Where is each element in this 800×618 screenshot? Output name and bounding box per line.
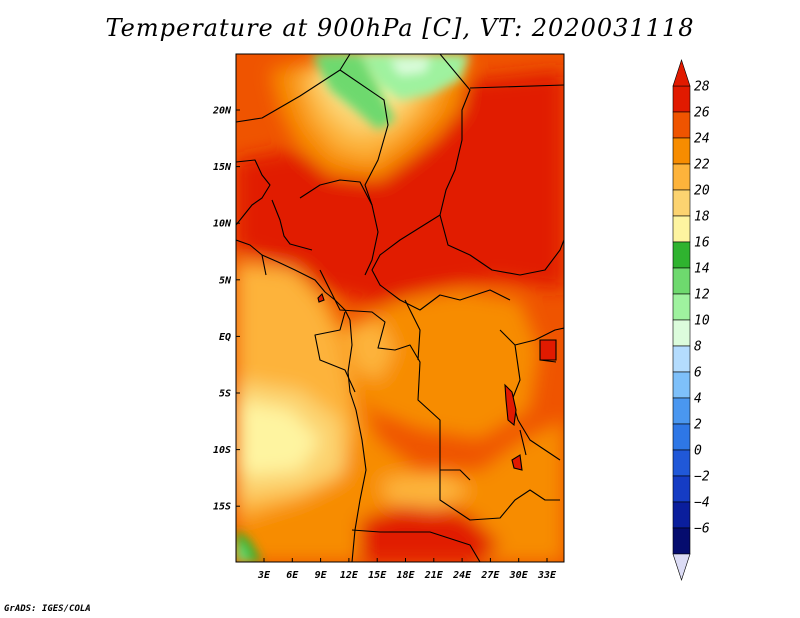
lat-tick-label: 20N — [212, 106, 232, 117]
colorbar-label: 12 — [694, 288, 710, 303]
colorbar-label: 0 — [694, 444, 702, 459]
lon-tick-label: 24E — [452, 570, 472, 581]
lon-tick-label: 15E — [368, 570, 387, 581]
colorbar-under-triangle — [672, 553, 691, 581]
colorbar-label: 16 — [694, 236, 710, 251]
lon-tick-label: 18E — [396, 570, 415, 581]
colorbar-segment — [672, 189, 691, 217]
colorbar-segment — [672, 527, 691, 555]
colorbar-label: 18 — [694, 210, 710, 225]
grads-credit: GrADS: IGES/COLA — [4, 604, 91, 614]
colorbar-segment — [672, 345, 691, 373]
colorbar-label: 20 — [694, 184, 710, 199]
colorbar-label: 4 — [694, 392, 702, 407]
colorbar-segment — [672, 111, 691, 139]
colorbar-label: 28 — [694, 80, 710, 95]
colorbar-label: 22 — [694, 158, 710, 173]
colorbar-segment — [672, 163, 691, 191]
colorbar-segment — [672, 319, 691, 347]
colorbar-label: 24 — [694, 132, 710, 147]
lat-tick-label: 10N — [213, 219, 232, 230]
colorbar-label: −2 — [694, 470, 710, 485]
lat-tick-label: 5N — [219, 275, 232, 286]
lon-tick-label: 6E — [286, 570, 299, 581]
lon-tick-label: 12E — [340, 570, 359, 581]
lat-tick-label: EQ — [219, 332, 231, 343]
lon-tick-label: 33E — [537, 570, 557, 581]
colorbar-segment — [672, 137, 691, 165]
colorbar-segment — [672, 371, 691, 399]
colorbar-segment — [672, 85, 691, 113]
colorbar-segment — [672, 449, 691, 477]
longitude-axis: 3E 6E 9E 12E 15E 18E 21E 24E 27E 30E 33E — [257, 558, 557, 581]
latitude-axis: 20N 15N 10N 5N EQ 5S 10S 15S — [212, 106, 240, 513]
map-frame — [235, 53, 565, 563]
lat-tick-label: 15N — [213, 162, 232, 173]
colorbar-segment — [672, 475, 691, 503]
lon-tick-label: 3E — [257, 570, 271, 581]
colorbar-label: 14 — [694, 262, 710, 277]
lat-tick-label: 10S — [213, 445, 231, 456]
colorbar-label: −6 — [694, 522, 710, 537]
colorbar-label: 8 — [694, 340, 702, 355]
lon-tick-label: 21E — [424, 570, 444, 581]
colorbar-label: 6 — [694, 366, 702, 381]
lat-tick-label: 15S — [213, 502, 231, 513]
colorbar-label: 10 — [694, 314, 710, 329]
colorbar-segment — [672, 215, 691, 243]
temperature-field — [236, 54, 564, 562]
lon-tick-label: 9E — [315, 570, 328, 581]
chart-title: Temperature at 900hPa [C], VT: 202003111… — [105, 14, 695, 42]
colorbar-segment — [672, 501, 691, 529]
colorbar-segment — [672, 397, 691, 425]
colorbar-over-triangle — [672, 59, 691, 87]
colorbar-label: 2 — [694, 418, 702, 433]
colorbar-label: 26 — [694, 106, 710, 121]
colorbar-segment — [672, 293, 691, 321]
lon-tick-label: 27E — [480, 570, 500, 581]
colorbar-label: −4 — [694, 496, 710, 511]
colorbar-segment — [672, 267, 691, 295]
lon-tick-label: 30E — [509, 570, 529, 581]
colorbar-segment — [672, 423, 691, 451]
colorbar-segment — [672, 241, 691, 269]
lat-tick-label: 5S — [219, 389, 231, 400]
